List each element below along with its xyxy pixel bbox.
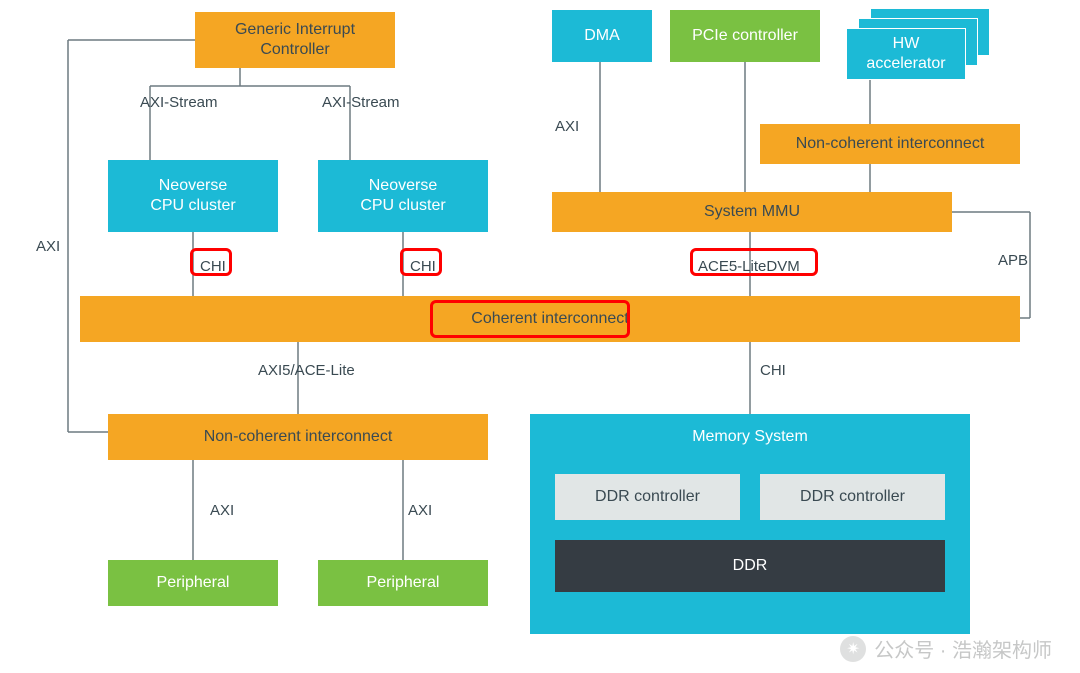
block-label: DDR controller — [595, 487, 700, 507]
bus-label-axi_t: AXI — [555, 118, 579, 135]
block-label: DMA — [584, 26, 620, 46]
block-pcie: PCIe controller — [670, 10, 820, 62]
block-label: Non-coherent interconnect — [796, 134, 985, 154]
block-ncint_top: Non-coherent interconnect — [760, 124, 1020, 164]
block-label: System MMU — [704, 202, 800, 222]
bus-label-apb: APB — [998, 252, 1028, 269]
wechat-icon: ✷ — [840, 636, 866, 662]
block-label: NeoverseCPU cluster — [150, 176, 235, 216]
block-coh: Coherent interconnect — [80, 296, 1020, 342]
block-ddrc0: DDR controller — [555, 474, 740, 520]
bus-label-axs0: AXI-Stream — [140, 94, 218, 111]
block-label: Memory System — [692, 427, 808, 447]
bus-label-ace5: ACE5-LiteDVM — [698, 258, 800, 275]
block-label: NeoverseCPU cluster — [360, 176, 445, 216]
bus-label-chi1: CHI — [410, 258, 436, 275]
block-dma: DMA — [552, 10, 652, 62]
block-cpu0: NeoverseCPU cluster — [108, 160, 278, 232]
block-label: Coherent interconnect — [471, 309, 628, 329]
block-periph0: Peripheral — [108, 560, 278, 606]
block-hw1: HWaccelerator — [846, 28, 966, 80]
block-label: PCIe controller — [692, 26, 798, 46]
block-smmu: System MMU — [552, 192, 952, 232]
watermark-text: 公众号 · 浩瀚架构师 — [874, 634, 1052, 663]
block-label: Peripheral — [367, 573, 440, 593]
bus-label-axlit: AXI5/ACE-Lite — [258, 362, 355, 379]
block-ddrc1: DDR controller — [760, 474, 945, 520]
bus-label-chi0: CHI — [200, 258, 226, 275]
bus-label-axi_b1: AXI — [408, 502, 432, 519]
bus-label-axi_b0: AXI — [210, 502, 234, 519]
block-label: DDR — [733, 556, 768, 576]
block-label: Generic InterruptController — [235, 20, 355, 60]
block-cpu1: NeoverseCPU cluster — [318, 160, 488, 232]
block-gic: Generic InterruptController — [195, 12, 395, 68]
block-ddr: DDR — [555, 540, 945, 592]
block-label: Non-coherent interconnect — [204, 427, 393, 447]
watermark: ✷ 公众号 · 浩瀚架构师 — [840, 634, 1052, 663]
block-label: HWaccelerator — [866, 34, 945, 74]
block-label: Peripheral — [157, 573, 230, 593]
block-label: DDR controller — [800, 487, 905, 507]
block-memsys: Memory System — [530, 414, 970, 634]
bus-label-axs1: AXI-Stream — [322, 94, 400, 111]
bus-label-axi_l: AXI — [36, 238, 60, 255]
bus-label-chi_r: CHI — [760, 362, 786, 379]
block-ncint_bot: Non-coherent interconnect — [108, 414, 488, 460]
block-periph1: Peripheral — [318, 560, 488, 606]
